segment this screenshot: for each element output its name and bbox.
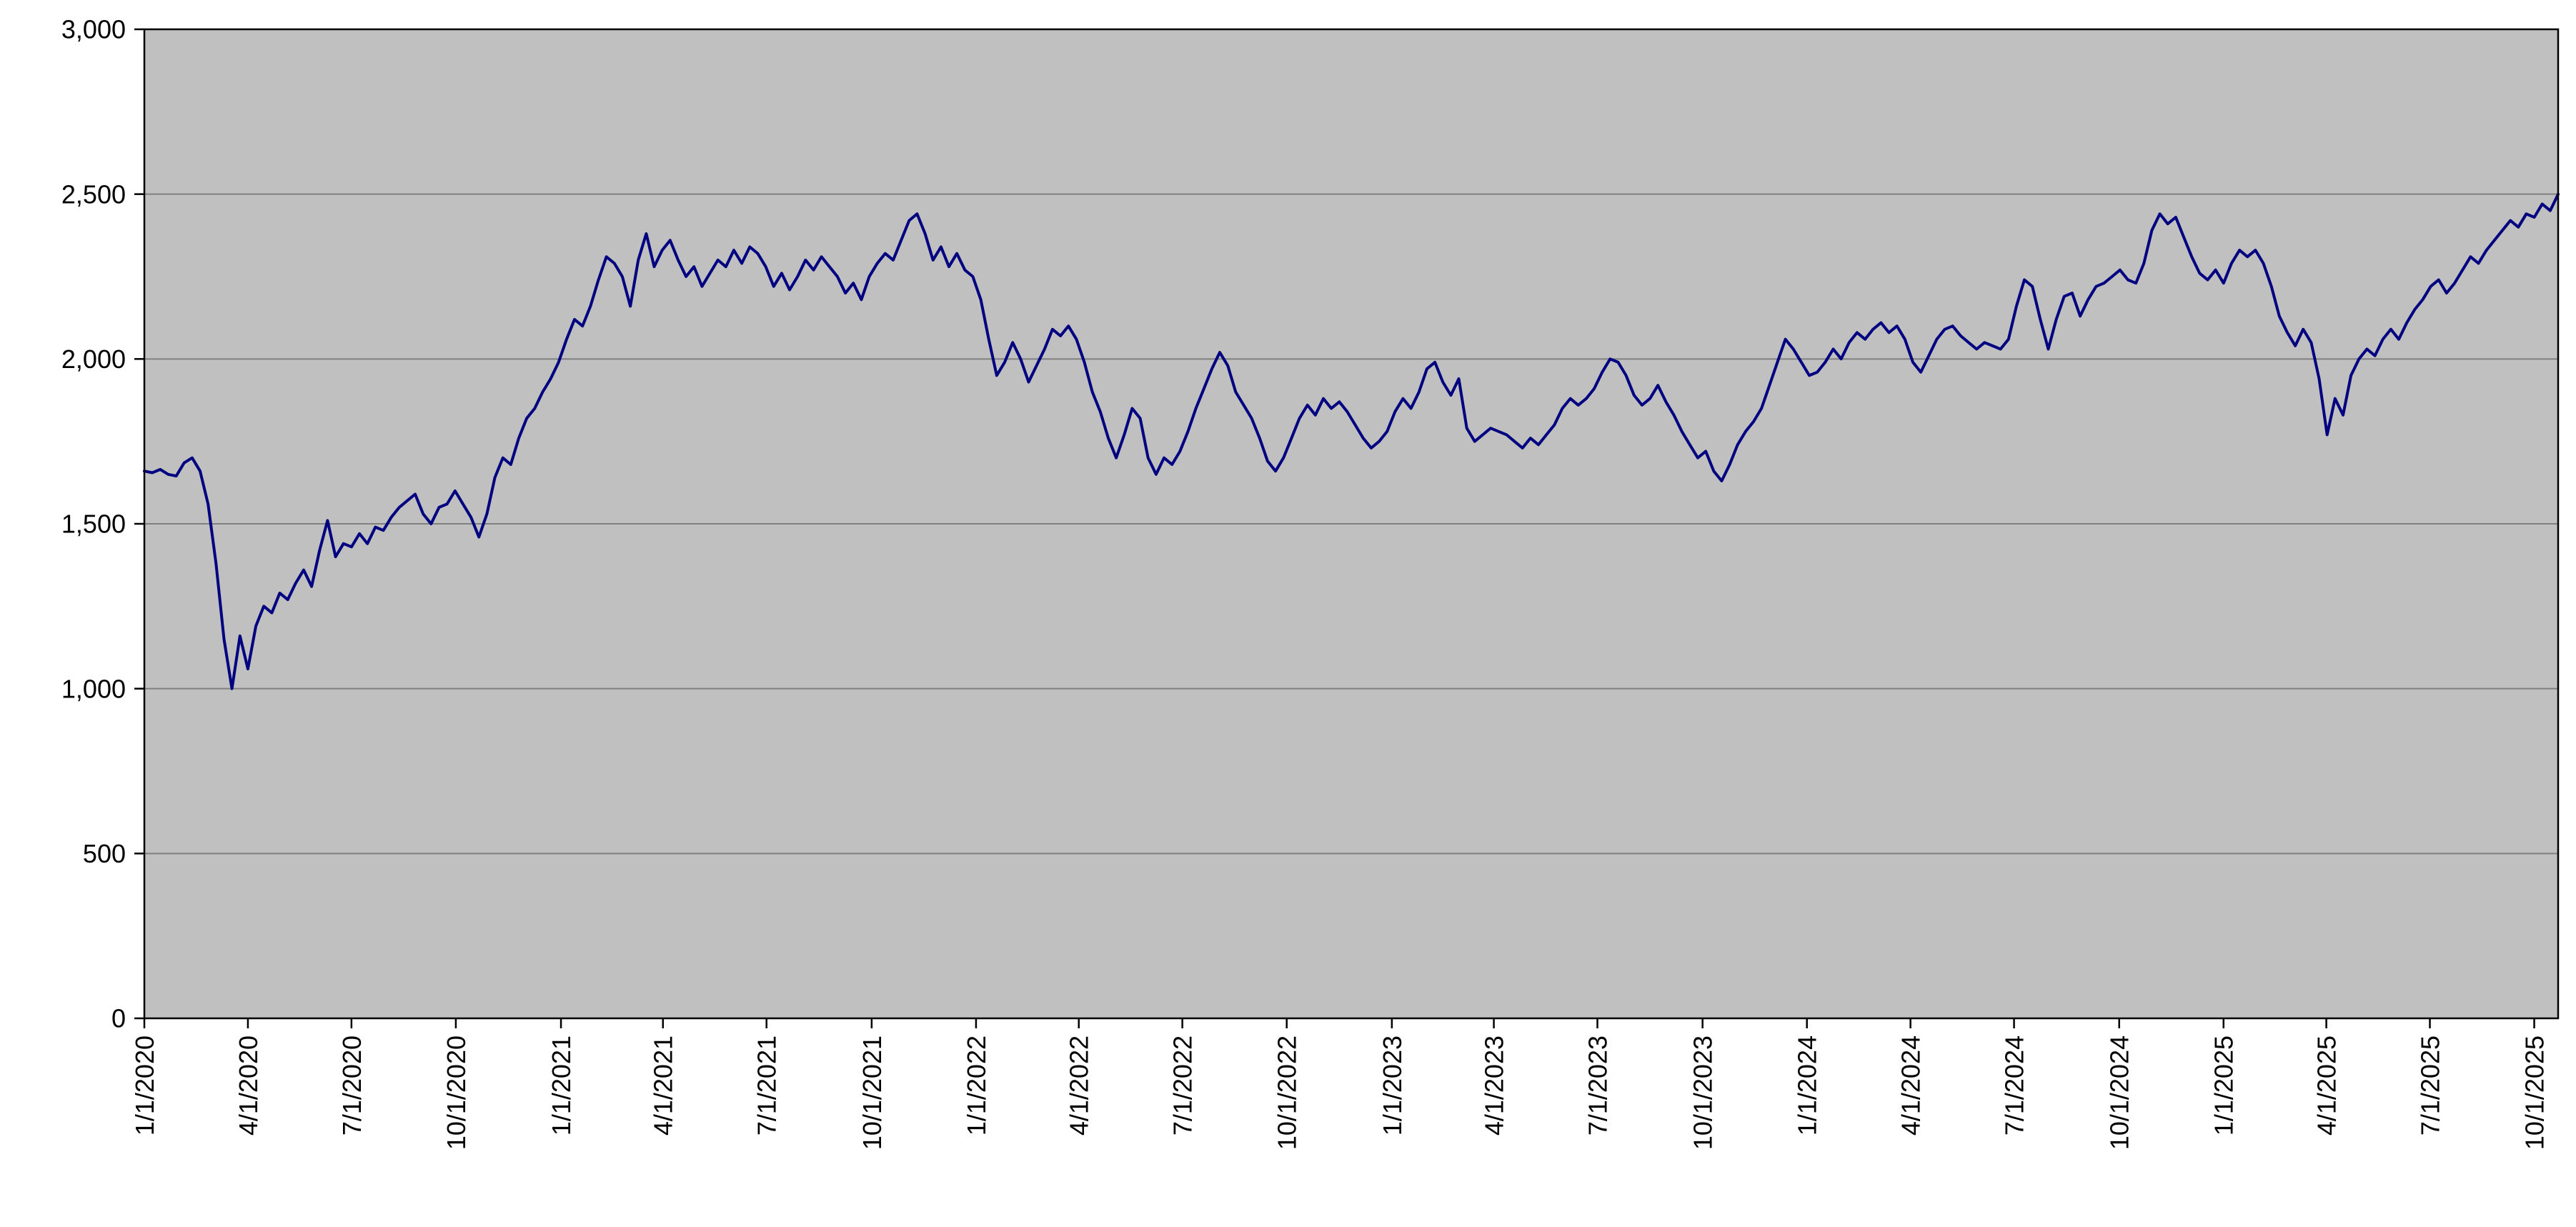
x-axis-tick-label: 10/1/2024 [2105,1035,2134,1150]
x-axis-tick-label: 7/1/2020 [337,1035,367,1136]
x-axis-tick-label: 1/1/2020 [130,1035,159,1136]
x-axis-tick-label: 7/1/2021 [752,1035,782,1136]
x-axis-tick-label: 10/1/2022 [1273,1035,1302,1150]
x-axis-tick-label: 1/1/2023 [1378,1035,1407,1136]
x-axis-tick-label: 1/1/2021 [547,1035,576,1136]
y-axis-tick-label: 2,000 [61,344,126,374]
x-axis-tick-label: 10/1/2021 [857,1035,887,1150]
x-axis-tick-label: 1/1/2022 [962,1035,991,1136]
x-axis-tick-label: 7/1/2024 [2000,1035,2029,1136]
y-axis-tick-label: 1,500 [61,510,126,539]
y-axis-tick-label: 0 [111,1004,126,1033]
y-axis-tick-label: 2,500 [61,179,126,209]
x-axis-tick-label: 4/1/2020 [234,1035,263,1136]
x-axis-tick-label: 7/1/2025 [2415,1035,2445,1136]
x-axis-tick-label: 10/1/2023 [1689,1035,1718,1150]
x-axis-tick-label: 4/1/2023 [1480,1035,1509,1136]
x-axis-tick-label: 4/1/2022 [1065,1035,1094,1136]
x-axis-tick-label: 4/1/2024 [1896,1035,1926,1136]
x-axis-tick-label: 4/1/2021 [649,1035,678,1136]
x-axis-tick-label: 4/1/2025 [2312,1035,2342,1136]
x-axis-tick-label: 10/1/2020 [442,1035,471,1150]
y-axis-tick-label: 500 [83,839,126,868]
x-axis-tick-label: 1/1/2024 [1793,1035,1822,1136]
y-axis-tick-label: 1,000 [61,674,126,703]
x-axis-tick-label: 1/1/2025 [2209,1035,2239,1136]
x-axis-tick-label: 10/1/2025 [2520,1035,2550,1150]
data-series-line [143,192,2560,690]
y-axis-tick-label: 3,000 [61,15,126,44]
x-axis-tick-label: 7/1/2022 [1168,1035,1198,1136]
x-axis-tick-label: 7/1/2023 [1583,1035,1612,1136]
